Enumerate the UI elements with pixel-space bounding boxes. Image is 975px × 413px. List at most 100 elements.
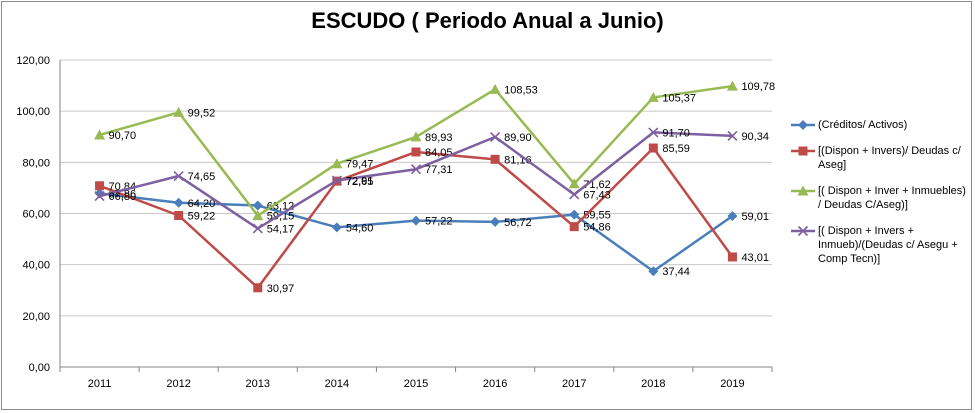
data-label: 91,70	[662, 127, 690, 139]
data-label: 59,55	[583, 210, 611, 222]
data-point	[411, 215, 421, 226]
legend-item: [( Dispon + Inver + Inmuebles) / Deudas …	[790, 184, 970, 212]
data-point	[410, 131, 422, 142]
y-tick-label: 0,00	[29, 362, 50, 374]
data-point	[174, 210, 184, 220]
data-label: 99,52	[188, 107, 216, 119]
data-label: 90,34	[741, 131, 769, 143]
data-point	[252, 210, 264, 221]
data-label: 64,20	[188, 198, 216, 210]
x-tick-label: 2014	[325, 378, 349, 390]
data-label: 77,31	[425, 164, 453, 176]
data-point	[569, 222, 579, 232]
legend-item: [( Dispon + Invers + Inmueb)/(Deudas c/ …	[790, 224, 970, 266]
y-tick-label: 20,00	[22, 311, 50, 323]
data-point	[569, 209, 580, 220]
data-point	[331, 175, 342, 186]
legend-key-icon	[790, 224, 816, 238]
legend-marker	[798, 146, 808, 156]
data-point	[331, 222, 342, 233]
legend-marker	[797, 225, 809, 237]
data-point	[173, 106, 185, 117]
data-point	[568, 178, 580, 189]
data-label: 54,60	[346, 222, 374, 234]
legend-marker	[798, 120, 808, 130]
series-4: 66,80 74,65 54,17 72,91 77,31 89,90 67,43 91,70…	[94, 127, 769, 235]
legend-label: (Créditos/ Activos)	[818, 119, 908, 131]
data-label: 54,17	[267, 223, 295, 235]
data-point	[94, 129, 106, 140]
x-tick-label: 2019	[720, 378, 744, 390]
data-point	[727, 252, 737, 262]
data-label: 89,90	[504, 132, 532, 144]
legend-key-icon	[790, 118, 816, 132]
data-label: 72,91	[346, 175, 374, 187]
data-label: 85,59	[662, 143, 690, 155]
y-tick-label: 60,00	[22, 209, 50, 221]
data-label: 109,78	[741, 81, 775, 93]
y-tick-label: 120,00	[16, 55, 50, 67]
legend-key-icon	[790, 144, 816, 158]
data-point	[648, 143, 658, 153]
legend-label: [( Dispon + Invers + Inmueb)/(Deudas c/ …	[818, 225, 958, 265]
data-point	[569, 189, 580, 200]
data-point	[490, 154, 500, 164]
data-label: 74,65	[188, 171, 216, 183]
chart-title: ESCUDO ( Periodo Anual a Junio)	[311, 8, 664, 33]
data-point	[490, 131, 501, 143]
data-point	[173, 170, 184, 182]
x-tick-label: 2015	[404, 378, 428, 390]
x-tick-label: 2017	[562, 378, 586, 390]
data-point	[647, 91, 659, 102]
data-point	[727, 130, 738, 141]
legend-marker	[797, 185, 809, 196]
data-point	[411, 147, 421, 157]
data-label: 66,80	[109, 191, 137, 203]
data-point	[331, 158, 343, 169]
data-point	[95, 181, 105, 191]
data-label: 37,44	[662, 266, 690, 278]
data-point	[410, 164, 422, 175]
legend-label: [( Dispon + Inver + Inmuebles) / Deudas …	[818, 185, 966, 211]
data-point	[490, 216, 501, 227]
x-tick-label: 2013	[246, 378, 270, 390]
data-label: 54,86	[583, 222, 611, 234]
legend-label: [(Dispon + Invers)/ Deudas c/ Aseg]	[818, 145, 961, 171]
y-tick-label: 80,00	[22, 157, 50, 169]
data-label: 43,01	[741, 252, 769, 264]
series-2: 70,8459,2230,9772,6584,0581,1654,8685,59…	[95, 143, 769, 295]
x-tick-label: 2011	[88, 378, 112, 390]
data-point	[94, 191, 105, 202]
legend-item: (Créditos/ Activos)	[790, 118, 970, 132]
x-tick-label: 2016	[483, 378, 507, 390]
data-point	[173, 197, 184, 208]
chart-legend: (Créditos/ Activos) [(Dispon + Invers)/ D…	[790, 118, 970, 278]
data-label: 79,47	[346, 159, 374, 171]
data-label: 59,22	[188, 210, 216, 222]
legend-item: [(Dispon + Invers)/ Deudas c/ Aseg]	[790, 144, 970, 172]
data-label: 30,97	[267, 283, 295, 295]
data-label: 59,01	[741, 211, 769, 223]
y-tick-label: 40,00	[22, 260, 50, 272]
data-label: 57,22	[425, 216, 453, 228]
data-label: 56,72	[504, 217, 532, 229]
data-point	[648, 127, 659, 138]
data-point	[727, 211, 738, 222]
y-tick-label: 100,00	[16, 106, 50, 118]
x-tick-label: 2012	[166, 378, 190, 390]
data-point	[648, 266, 659, 277]
data-label: 90,70	[109, 130, 137, 142]
x-tick-label: 2018	[641, 378, 665, 390]
data-label: 105,37	[662, 92, 696, 104]
data-point	[489, 83, 501, 94]
data-point	[253, 283, 263, 293]
data-point	[726, 80, 738, 91]
data-label: 67,43	[583, 189, 611, 201]
data-point	[252, 223, 263, 234]
data-point	[252, 200, 263, 211]
data-label: 89,93	[425, 132, 453, 144]
legend-key-icon	[790, 184, 816, 198]
data-label: 108,53	[504, 84, 538, 96]
